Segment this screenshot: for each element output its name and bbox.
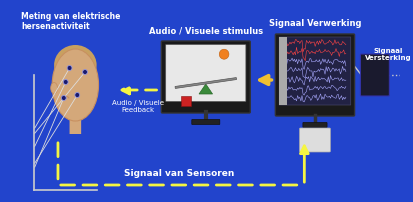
FancyBboxPatch shape [275, 34, 354, 116]
Circle shape [61, 96, 66, 101]
Circle shape [67, 65, 72, 70]
Circle shape [75, 93, 80, 98]
FancyBboxPatch shape [299, 128, 330, 152]
FancyBboxPatch shape [191, 120, 219, 124]
Polygon shape [199, 84, 212, 94]
Text: Audio / Visuele stimulus: Audio / Visuele stimulus [148, 26, 262, 35]
FancyBboxPatch shape [278, 37, 286, 105]
FancyBboxPatch shape [278, 37, 350, 105]
Text: Signaal van Sensoren: Signaal van Sensoren [123, 169, 233, 178]
Text: Signaal Verwerking: Signaal Verwerking [268, 19, 361, 28]
FancyBboxPatch shape [180, 96, 190, 106]
Ellipse shape [51, 82, 57, 94]
Circle shape [83, 69, 87, 75]
Text: Meting van elektrische
hersenactiviteit: Meting van elektrische hersenactiviteit [21, 12, 120, 31]
Text: Audio / Visuele
Feedback: Audio / Visuele Feedback [112, 100, 164, 113]
Text: Signaal
Versterking: Signaal Versterking [364, 48, 411, 61]
FancyBboxPatch shape [359, 54, 388, 96]
Circle shape [63, 80, 68, 84]
Polygon shape [175, 78, 236, 88]
FancyBboxPatch shape [165, 44, 245, 101]
FancyBboxPatch shape [302, 122, 326, 127]
FancyBboxPatch shape [161, 41, 249, 113]
Ellipse shape [54, 45, 96, 85]
Circle shape [219, 49, 228, 59]
FancyBboxPatch shape [69, 116, 81, 134]
Ellipse shape [52, 49, 98, 121]
